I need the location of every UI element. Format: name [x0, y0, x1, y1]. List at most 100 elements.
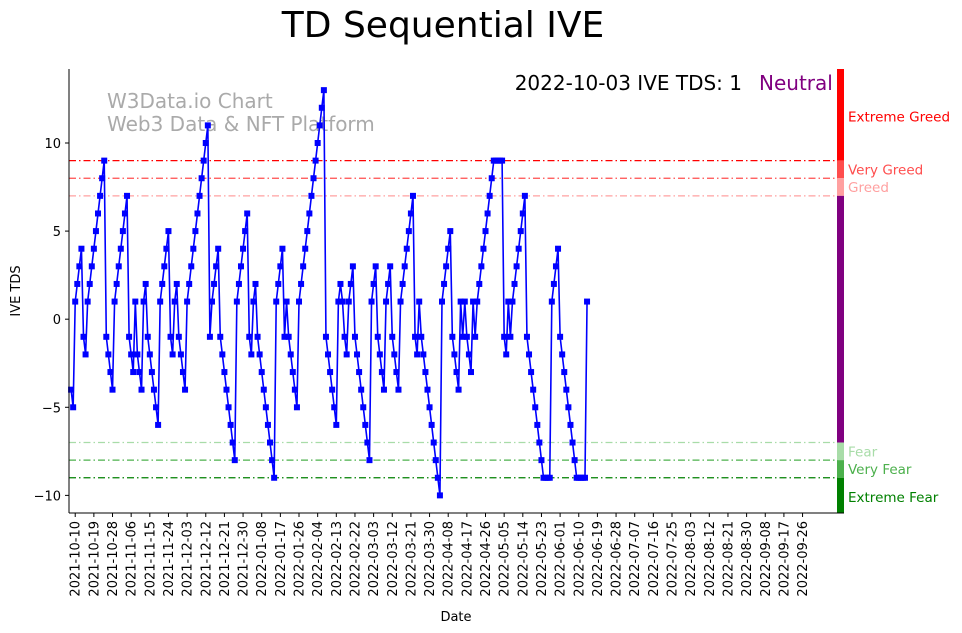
x-tick-label: 2022-09-26 — [796, 521, 811, 597]
data-point — [184, 298, 191, 305]
data-point — [128, 351, 135, 358]
data-point — [546, 474, 553, 481]
data-point — [532, 404, 539, 411]
y-tick-label: 0 — [53, 313, 61, 328]
data-point — [132, 298, 139, 305]
data-point — [260, 386, 267, 393]
data-point — [349, 263, 356, 270]
data-point — [536, 439, 543, 446]
data-point — [354, 351, 361, 358]
zone-label: Fear — [848, 444, 878, 460]
data-point — [92, 228, 99, 235]
x-tick-label: 2022-04-08 — [442, 521, 457, 597]
data-point — [126, 333, 133, 340]
data-point — [488, 175, 495, 182]
data-point — [362, 421, 369, 428]
data-point — [333, 421, 340, 428]
data-point — [486, 192, 493, 199]
data-point — [227, 421, 234, 428]
data-point — [188, 263, 195, 270]
data-point — [80, 333, 87, 340]
data-point — [552, 263, 559, 270]
data-point — [289, 369, 296, 376]
data-point — [146, 351, 153, 358]
data-point — [153, 404, 160, 411]
data-point — [198, 175, 205, 182]
x-tick-label: 2022-06-10 — [572, 521, 587, 597]
data-point — [316, 122, 323, 129]
data-point — [308, 192, 315, 199]
data-point — [455, 386, 462, 393]
data-point — [246, 333, 253, 340]
data-point — [275, 280, 282, 287]
data-point — [468, 369, 475, 376]
data-point — [397, 298, 404, 305]
data-point — [581, 474, 588, 481]
data-point — [144, 333, 151, 340]
x-tick-label: 2022-03-30 — [423, 521, 438, 597]
x-tick-label: 2022-03-21 — [404, 521, 419, 597]
data-point — [84, 298, 91, 305]
data-point — [262, 404, 269, 411]
color-bar-segment — [837, 160, 844, 179]
series-ive-tds — [68, 87, 591, 499]
data-point — [461, 298, 468, 305]
color-bar-segment — [837, 195, 844, 443]
data-point — [347, 280, 354, 287]
x-tick-label: 2021-10-28 — [106, 521, 121, 597]
x-tick-label: 2022-05-23 — [535, 521, 550, 597]
data-point — [412, 333, 419, 340]
data-point — [208, 298, 215, 305]
data-point — [530, 386, 537, 393]
data-point — [501, 333, 508, 340]
x-tick-label: 2022-05-05 — [498, 521, 513, 597]
sentiment-color-bar — [837, 69, 844, 513]
data-point — [271, 474, 278, 481]
x-tick-label: 2022-02-13 — [330, 521, 345, 597]
data-point — [351, 333, 358, 340]
data-point — [252, 280, 259, 287]
data-point — [213, 263, 220, 270]
data-point — [134, 351, 141, 358]
x-tick-label: 2022-04-26 — [479, 521, 494, 597]
data-point — [422, 369, 429, 376]
data-point — [399, 280, 406, 287]
x-tick-label: 2022-01-17 — [274, 521, 289, 597]
data-point — [463, 333, 470, 340]
data-point — [343, 351, 350, 358]
data-point — [192, 228, 199, 235]
x-tick-label: 2022-02-04 — [311, 521, 326, 597]
data-point — [327, 369, 334, 376]
data-point — [182, 386, 189, 393]
data-point — [204, 122, 211, 129]
status-label: 2022-10-03 IVE TDS: 1 — [515, 71, 742, 95]
data-point — [142, 280, 149, 287]
data-point — [436, 492, 443, 499]
data-point — [331, 404, 338, 411]
x-tick-label: 2022-05-14 — [516, 521, 531, 597]
x-tick-label: 2022-02-22 — [348, 521, 363, 597]
data-point — [526, 351, 533, 358]
data-point — [432, 457, 439, 464]
data-point — [150, 386, 157, 393]
data-point — [138, 386, 145, 393]
data-point — [370, 280, 377, 287]
data-point — [360, 404, 367, 411]
data-point — [368, 298, 375, 305]
data-point — [445, 245, 452, 252]
x-tick-label: 2022-04-17 — [460, 521, 475, 597]
sentiment-label: Neutral — [759, 71, 833, 95]
data-point — [223, 386, 230, 393]
watermark-line-1: W3Data.io Chart — [107, 89, 273, 113]
x-tick-label: 2022-06-01 — [554, 521, 569, 597]
data-point — [517, 228, 524, 235]
data-point — [521, 192, 528, 199]
zone-label: Extreme Greed — [848, 110, 950, 126]
data-point — [550, 280, 557, 287]
color-bar-segment — [837, 460, 844, 478]
data-point — [95, 210, 102, 217]
data-point — [99, 175, 106, 182]
data-point — [167, 333, 174, 340]
data-point — [206, 333, 213, 340]
data-point — [283, 298, 290, 305]
